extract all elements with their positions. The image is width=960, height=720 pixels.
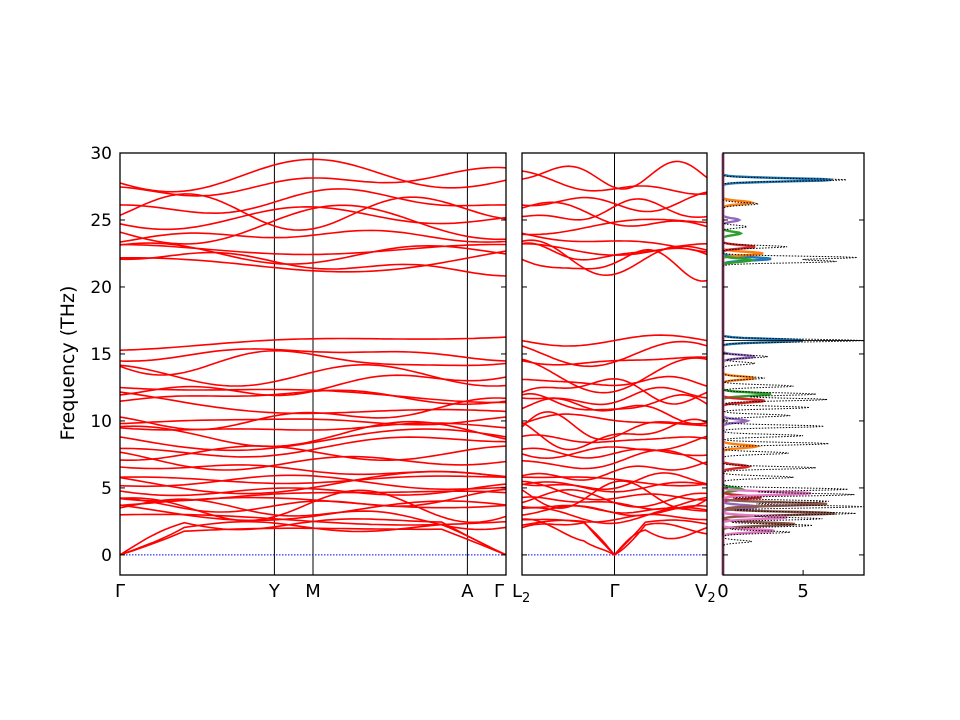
phonon-band bbox=[521, 386, 708, 406]
phonon-band bbox=[521, 232, 708, 253]
axes-frame bbox=[722, 152, 865, 576]
x-tick-label: Γ bbox=[494, 581, 504, 602]
axes-frame bbox=[119, 152, 507, 576]
y-tick-label: 30 bbox=[90, 144, 112, 164]
phonon-band bbox=[522, 513, 708, 523]
x-tick-label: Γ bbox=[115, 581, 125, 602]
phonon-band bbox=[521, 248, 708, 282]
phonon-band bbox=[521, 356, 708, 366]
dos-x-tick-label: 0 bbox=[717, 581, 728, 602]
x-tick-label: M bbox=[305, 581, 321, 602]
phonon-band bbox=[119, 428, 507, 452]
phonon-band bbox=[521, 447, 708, 459]
phonon-band bbox=[119, 498, 507, 531]
axes-frame bbox=[521, 152, 708, 576]
phonon-band bbox=[119, 488, 507, 513]
phonon-band bbox=[521, 472, 708, 491]
phonon-band bbox=[119, 422, 507, 431]
phonon-band bbox=[521, 378, 708, 405]
phonon-band bbox=[120, 250, 507, 273]
phonon-band bbox=[521, 375, 708, 387]
y-axis-label: Frequency (THz) bbox=[57, 286, 79, 441]
phonon-band bbox=[521, 519, 708, 557]
phonon-band bbox=[521, 461, 708, 481]
x-tick-label: A bbox=[461, 581, 474, 602]
phonon-band bbox=[521, 340, 708, 368]
phonon-band bbox=[521, 449, 708, 470]
phonon-band bbox=[521, 434, 708, 444]
phonon-band bbox=[119, 451, 507, 471]
y-tick-label: 5 bbox=[101, 479, 112, 499]
phonon-band bbox=[119, 348, 507, 363]
phonon-band bbox=[521, 357, 708, 394]
total-dos-curve bbox=[722, 153, 865, 575]
x-tick-label-subscript: 2 bbox=[707, 591, 715, 606]
phonon-band bbox=[521, 435, 708, 460]
x-tick-label: Γ bbox=[609, 581, 619, 602]
phonon-band bbox=[119, 474, 507, 491]
phonon-band bbox=[119, 205, 507, 231]
phonon-band bbox=[119, 336, 507, 351]
phonon-band bbox=[521, 481, 708, 493]
phonon-band bbox=[521, 413, 708, 427]
phonon-band bbox=[521, 170, 708, 195]
y-tick-label: 0 bbox=[101, 546, 112, 566]
phonon-band bbox=[521, 488, 708, 508]
phonon-band bbox=[521, 334, 708, 347]
phonon-band bbox=[119, 204, 507, 245]
phonon-band bbox=[119, 251, 507, 277]
phonon-band bbox=[521, 160, 708, 190]
phonon-band bbox=[521, 480, 708, 510]
phonon-band bbox=[119, 483, 507, 497]
phonon-band bbox=[119, 349, 507, 376]
phonon-band bbox=[521, 392, 708, 411]
band-panel-path2: L2 Γ V2 bbox=[512, 152, 716, 606]
phonon-band bbox=[119, 243, 506, 256]
phonon-band bbox=[119, 445, 507, 462]
y-tick-label: 15 bbox=[90, 345, 112, 365]
phonon-band bbox=[521, 504, 708, 514]
y-tick-label: 25 bbox=[90, 211, 112, 231]
x-tick-label: Y bbox=[268, 581, 281, 602]
phonon-band bbox=[119, 229, 507, 243]
phonon-band bbox=[119, 158, 507, 193]
phonon-band bbox=[119, 386, 507, 404]
phonon-band bbox=[119, 416, 507, 426]
phonon-band bbox=[521, 476, 708, 487]
phonon-band bbox=[119, 193, 507, 231]
phonon-band bbox=[119, 363, 507, 387]
phonon-band bbox=[521, 198, 708, 221]
dos-x-tick-label: 5 bbox=[797, 581, 808, 602]
x-tick-label-subscript: 2 bbox=[522, 591, 530, 606]
phonon-band bbox=[119, 166, 507, 197]
phonon-band bbox=[120, 436, 507, 458]
phonon-band bbox=[521, 480, 708, 501]
phonon-band bbox=[119, 475, 507, 485]
y-tick-label: 20 bbox=[90, 278, 112, 298]
phonon-band bbox=[119, 464, 507, 478]
phonon-band bbox=[119, 188, 506, 215]
phonon-band bbox=[119, 391, 507, 415]
phonon-band bbox=[119, 490, 507, 502]
y-tick-label: 10 bbox=[90, 412, 112, 432]
phonon-band bbox=[521, 191, 708, 213]
